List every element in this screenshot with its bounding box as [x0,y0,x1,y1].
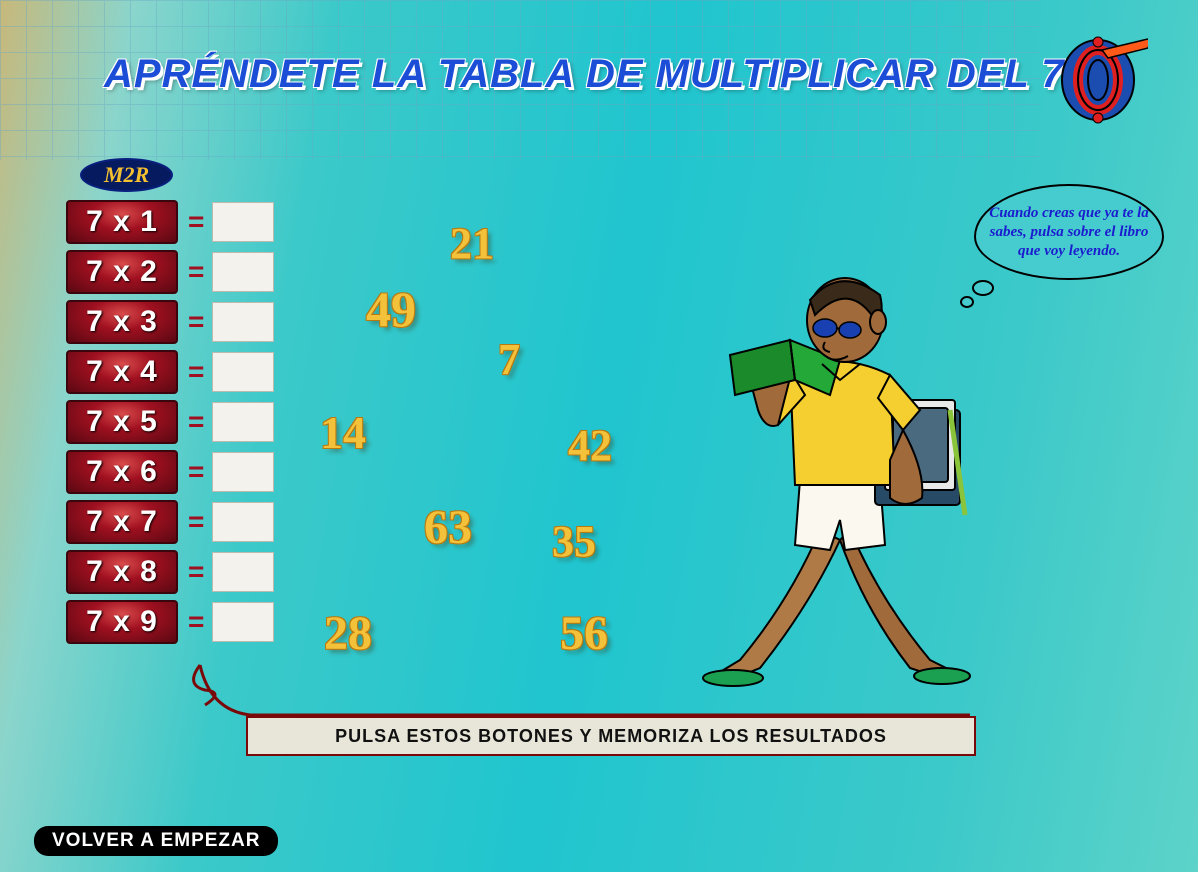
table-row: 7 x 4 = [66,350,274,394]
mult-button-9[interactable]: 7 x 9 [66,600,178,644]
floating-number[interactable]: 63 [424,500,472,555]
equals-sign: = [188,206,204,238]
floating-number[interactable]: 28 [324,606,372,661]
equals-sign: = [188,356,204,388]
floating-number[interactable]: 21 [450,218,494,269]
answer-box-5 [212,402,274,442]
equals-sign: = [188,256,204,288]
floating-number[interactable]: 42 [568,420,612,471]
floating-number[interactable]: 49 [366,280,416,338]
mult-button-8[interactable]: 7 x 8 [66,550,178,594]
equals-sign: = [188,606,204,638]
floating-number[interactable]: 7 [498,334,520,385]
floating-number[interactable]: 14 [320,406,366,459]
equals-sign: = [188,456,204,488]
table-row: 7 x 7 = [66,500,274,544]
answer-box-7 [212,502,274,542]
table-row: 7 x 1 = [66,200,274,244]
answer-box-9 [212,602,274,642]
restart-button[interactable]: VOLVER A EMPEZAR [34,826,278,856]
table-row: 7 x 6 = [66,450,274,494]
equals-sign: = [188,406,204,438]
mult-button-4[interactable]: 7 x 4 [66,350,178,394]
floating-number[interactable]: 35 [552,516,596,567]
answer-box-4 [212,352,274,392]
instruction-bar: PULSA ESTOS BOTONES Y MEMORIZA LOS RESUL… [246,716,976,756]
mult-button-3[interactable]: 7 x 3 [66,300,178,344]
table-row: 7 x 9 = [66,600,274,644]
answer-box-2 [212,252,274,292]
mult-button-5[interactable]: 7 x 5 [66,400,178,444]
mult-button-2[interactable]: 7 x 2 [66,250,178,294]
equals-sign: = [188,306,204,338]
equals-sign: = [188,506,204,538]
table-row: 7 x 5 = [66,400,274,444]
answer-box-6 [212,452,274,492]
mult-button-7[interactable]: 7 x 7 [66,500,178,544]
answer-box-8 [212,552,274,592]
page-title: APRÉNDETE LA TABLA DE MULTIPLICAR DEL 7 [104,52,1064,97]
table-row: 7 x 3 = [66,300,274,344]
reading-walker-illustration[interactable] [680,260,1020,720]
table-row: 7 x 8 = [66,550,274,594]
mult-button-6[interactable]: 7 x 6 [66,450,178,494]
zero-emblem-icon [1048,24,1148,124]
answer-box-1 [212,202,274,242]
brand-badge: M2R [80,158,173,192]
mult-button-1[interactable]: 7 x 1 [66,200,178,244]
table-row: 7 x 2 = [66,250,274,294]
equals-sign: = [188,556,204,588]
answer-box-3 [212,302,274,342]
multiplication-table: 7 x 1 = 7 x 2 = 7 x 3 = 7 x 4 = 7 x 5 = … [66,200,274,650]
floating-number[interactable]: 56 [560,606,608,661]
